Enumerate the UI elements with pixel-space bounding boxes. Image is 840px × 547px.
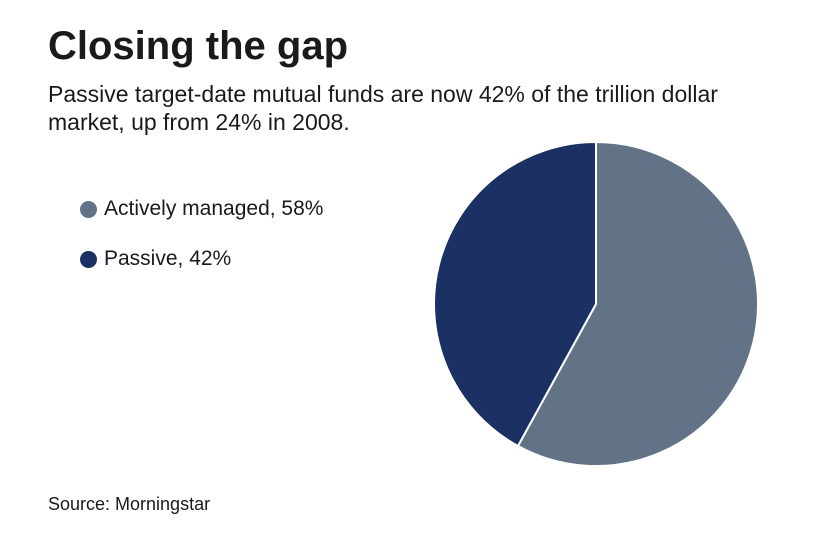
chart-subtitle: Passive target-date mutual funds are now… (48, 81, 718, 135)
legend-swatch-passive (80, 250, 97, 268)
source-note: Source: Morningstar (48, 494, 211, 514)
pie-slice-passive (433, 141, 597, 447)
legend-label-passive: Passive, 42% (104, 247, 232, 270)
legend-item-passive: Passive, 42% (80, 246, 323, 272)
legend-item-actively-managed: Actively managed, 58% (80, 196, 323, 222)
legend-label-actively-managed: Actively managed, 58% (104, 197, 324, 220)
legend-swatch-actively-managed (80, 200, 97, 218)
legend: Actively managed, 58% Passive, 42% (80, 196, 323, 296)
pie-slice-actively-managed (516, 141, 760, 467)
chart-title: Closing the gap (48, 24, 348, 68)
